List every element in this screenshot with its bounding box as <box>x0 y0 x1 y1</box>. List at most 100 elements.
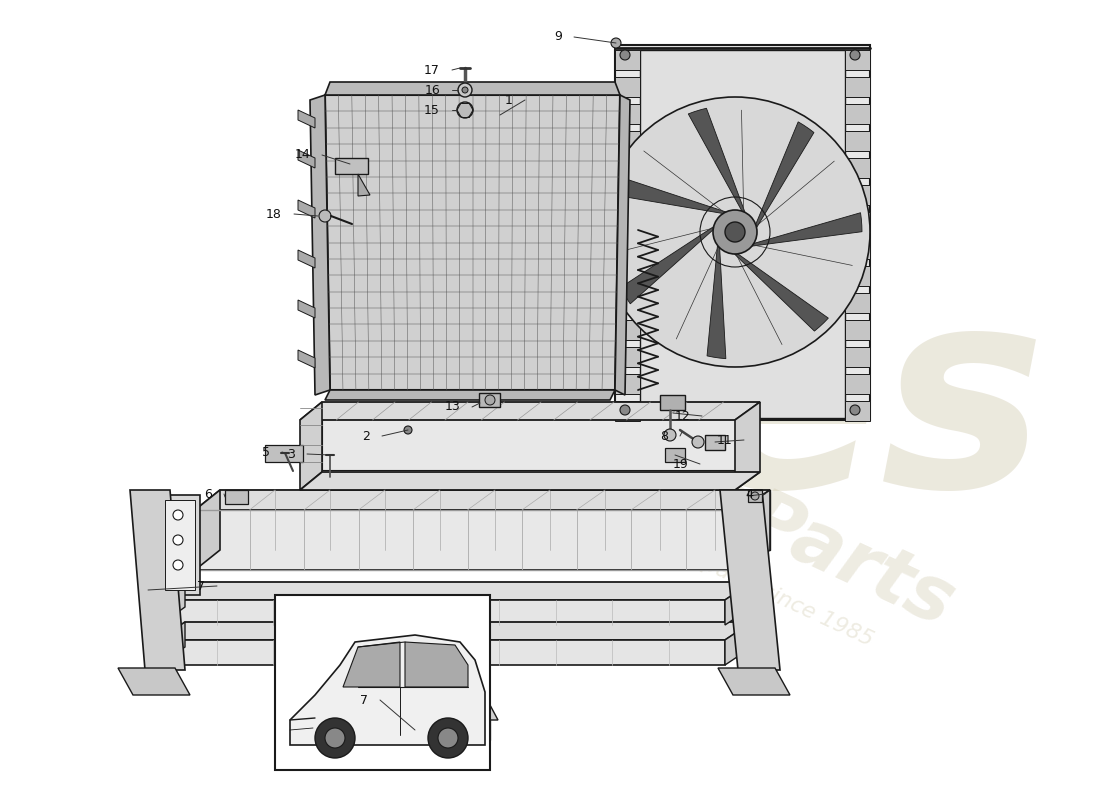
Polygon shape <box>614 177 726 214</box>
Polygon shape <box>752 213 862 246</box>
Polygon shape <box>155 495 200 595</box>
Polygon shape <box>340 720 490 740</box>
Polygon shape <box>845 266 870 286</box>
Text: euroParts: euroParts <box>554 398 966 642</box>
Circle shape <box>620 405 630 415</box>
Polygon shape <box>845 185 870 205</box>
Text: 4: 4 <box>745 487 754 501</box>
Polygon shape <box>160 640 725 665</box>
Text: 5: 5 <box>262 446 270 458</box>
Polygon shape <box>845 77 870 97</box>
Circle shape <box>692 436 704 448</box>
Polygon shape <box>275 595 490 770</box>
Polygon shape <box>118 668 190 695</box>
Polygon shape <box>615 293 640 313</box>
Polygon shape <box>620 226 714 304</box>
Polygon shape <box>615 401 640 421</box>
Circle shape <box>456 102 473 118</box>
Text: 7: 7 <box>197 579 205 593</box>
Polygon shape <box>300 402 322 490</box>
Polygon shape <box>340 705 498 720</box>
Polygon shape <box>310 95 330 395</box>
Polygon shape <box>689 108 745 213</box>
Polygon shape <box>298 150 315 168</box>
Text: 19: 19 <box>672 458 688 470</box>
Circle shape <box>725 222 745 242</box>
Polygon shape <box>298 200 315 218</box>
Polygon shape <box>160 582 752 600</box>
Text: 6: 6 <box>205 487 212 501</box>
Polygon shape <box>220 490 770 550</box>
Text: 12: 12 <box>674 410 690 422</box>
Circle shape <box>319 210 331 222</box>
Polygon shape <box>845 50 870 70</box>
Polygon shape <box>160 622 185 665</box>
Circle shape <box>485 395 495 405</box>
Polygon shape <box>707 246 726 358</box>
Circle shape <box>428 718 468 758</box>
Polygon shape <box>322 405 758 470</box>
Polygon shape <box>660 395 685 410</box>
Circle shape <box>173 560 183 570</box>
Text: 11: 11 <box>716 434 732 446</box>
Text: 13: 13 <box>444 401 460 414</box>
Circle shape <box>600 97 870 367</box>
Text: 18: 18 <box>266 207 282 221</box>
Circle shape <box>173 535 183 545</box>
Polygon shape <box>748 490 762 502</box>
Circle shape <box>850 50 860 60</box>
Polygon shape <box>298 300 315 318</box>
Polygon shape <box>718 668 790 695</box>
Polygon shape <box>336 158 368 174</box>
Circle shape <box>850 405 860 415</box>
Text: 16: 16 <box>425 83 440 97</box>
Polygon shape <box>358 174 370 196</box>
Polygon shape <box>615 374 640 394</box>
Polygon shape <box>615 320 640 340</box>
Polygon shape <box>160 582 185 625</box>
Polygon shape <box>735 254 828 331</box>
Polygon shape <box>615 266 640 286</box>
Polygon shape <box>615 185 640 205</box>
Polygon shape <box>290 635 485 745</box>
Polygon shape <box>720 490 780 670</box>
Polygon shape <box>165 500 195 590</box>
Text: a passion for parts since 1985: a passion for parts since 1985 <box>563 490 877 650</box>
Polygon shape <box>615 45 870 420</box>
Text: 3: 3 <box>287 447 295 461</box>
Polygon shape <box>160 622 752 640</box>
Circle shape <box>664 429 676 441</box>
Polygon shape <box>195 490 220 570</box>
Circle shape <box>173 510 183 520</box>
Polygon shape <box>845 320 870 340</box>
Polygon shape <box>324 390 615 400</box>
Polygon shape <box>845 239 870 259</box>
Polygon shape <box>845 104 870 124</box>
Polygon shape <box>298 350 315 368</box>
Circle shape <box>462 87 468 93</box>
Circle shape <box>438 728 458 748</box>
Circle shape <box>412 720 428 736</box>
Polygon shape <box>845 347 870 367</box>
Circle shape <box>610 38 621 48</box>
Polygon shape <box>845 131 870 151</box>
Circle shape <box>458 83 472 97</box>
Polygon shape <box>845 401 870 421</box>
Polygon shape <box>756 122 814 228</box>
Polygon shape <box>343 642 400 687</box>
Text: 15: 15 <box>425 103 440 117</box>
Circle shape <box>404 426 412 434</box>
Polygon shape <box>615 104 640 124</box>
Text: 2: 2 <box>362 430 370 442</box>
Polygon shape <box>615 212 640 232</box>
Polygon shape <box>300 472 760 490</box>
Text: 14: 14 <box>295 149 310 162</box>
Polygon shape <box>845 293 870 313</box>
Polygon shape <box>845 158 870 178</box>
Polygon shape <box>615 239 640 259</box>
Circle shape <box>324 728 345 748</box>
Polygon shape <box>265 445 302 462</box>
Polygon shape <box>615 347 640 367</box>
Polygon shape <box>615 50 640 70</box>
Polygon shape <box>666 448 685 462</box>
